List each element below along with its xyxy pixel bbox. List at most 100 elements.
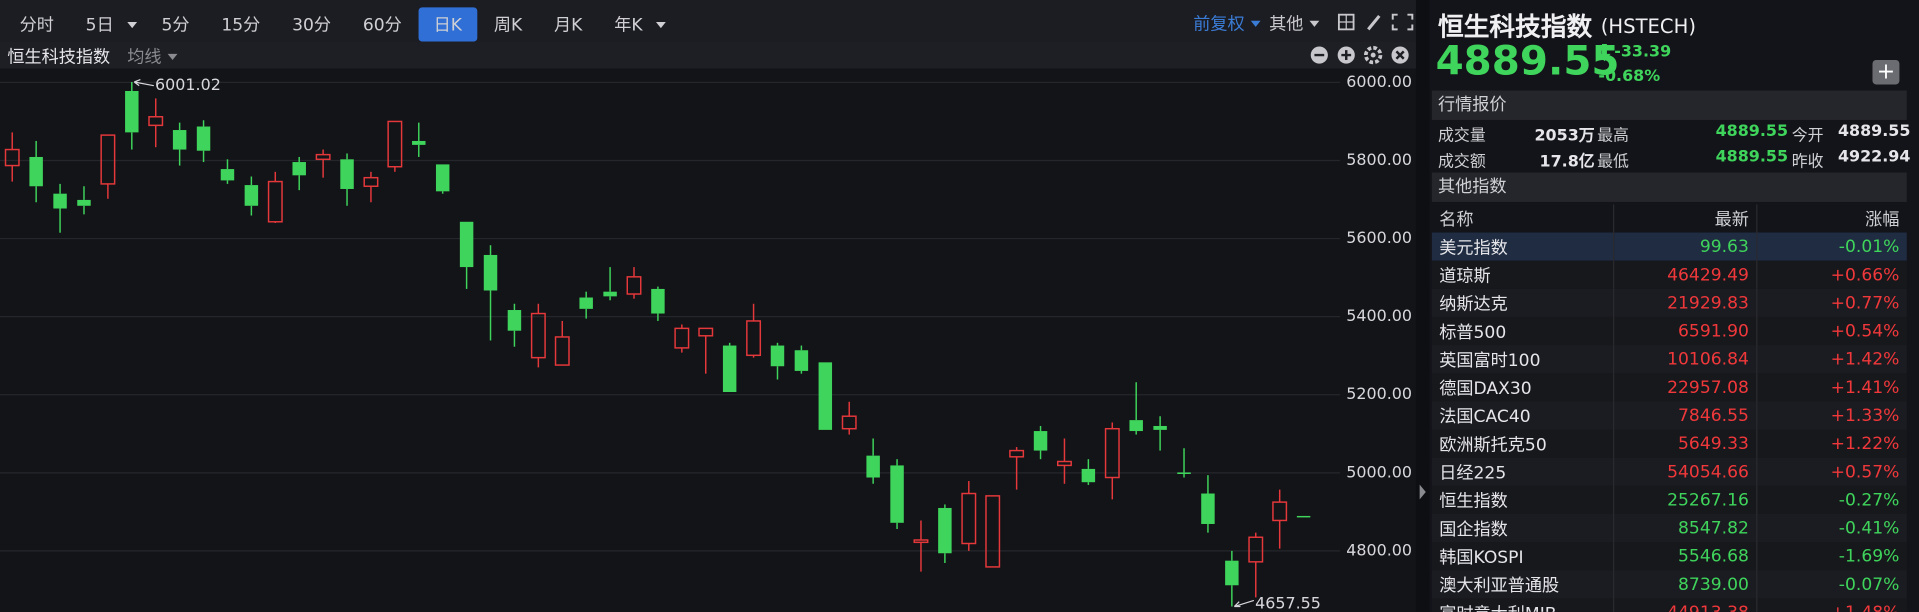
tool-icons (1337, 13, 1414, 31)
index-row[interactable]: 欧洲斯托克50 5649.33 +1.22% (1431, 429, 1907, 458)
candle-body (29, 156, 43, 187)
index-name: 英国富时100 (1431, 345, 1615, 374)
down-arrow (1598, 44, 1611, 62)
zoom-in[interactable] (1337, 46, 1355, 64)
index-row[interactable]: 恒生指数 25267.16 -0.27% (1431, 485, 1907, 515)
y-tick-label: 5600.00 (1346, 228, 1412, 247)
indicator-dropdown[interactable]: 均线 (127, 44, 178, 68)
period-label: 月K (554, 15, 583, 36)
fullscreen-icon[interactable] (1391, 13, 1414, 31)
index-row[interactable]: 富时意大利MIB44913.38+1.48% (1431, 598, 1907, 612)
stat-label: 今开 (1791, 127, 1824, 146)
period-label: 5分 (161, 15, 190, 36)
candle-body (53, 193, 67, 209)
candle-body (1033, 431, 1048, 451)
index-last: 44913.38 (1613, 598, 1758, 612)
index-name: 标普500 (1431, 316, 1615, 346)
candle-body (938, 507, 952, 554)
index-code: (HSTECH) (1600, 14, 1696, 38)
period-tab[interactable]: 分时 (5, 7, 69, 41)
chart-name: 恒生科技指数 (7, 47, 111, 68)
index-row[interactable]: 纳斯达克 21929.83 +0.77% (1431, 288, 1907, 317)
index-name: 欧洲斯托克50 (1431, 429, 1615, 458)
low-label: 4657.55 (1255, 594, 1321, 612)
adjust-label: 前复权 (1193, 14, 1245, 35)
index-row[interactable]: 美元指数 99.63 -0.01% (1431, 232, 1907, 261)
period-tab[interactable]: 周K (479, 7, 537, 41)
index-row[interactable]: 日经225 54054.66 +0.57% (1431, 457, 1907, 486)
candle-body (459, 221, 474, 268)
candle-body (77, 199, 91, 206)
period-label: 年K (614, 15, 643, 36)
index-row[interactable]: 标普500 6591.90 +0.54% (1431, 316, 1907, 346)
period-tab[interactable]: 15分 (207, 7, 275, 41)
candle-body (1129, 420, 1143, 432)
candle-body (770, 345, 785, 367)
period-tab[interactable]: 5分 (147, 7, 204, 41)
y-tick-label: 5000.00 (1346, 462, 1412, 481)
candle-body (554, 336, 570, 366)
index-row[interactable]: 法国CAC40 7846.55 +1.33% (1431, 401, 1907, 430)
index-change: +1.41% (1830, 377, 1900, 398)
index-change: +0.77% (1830, 293, 1900, 313)
index-row[interactable]: 英国富时100 10106.84 +1.42% (1431, 345, 1907, 374)
period-tab[interactable]: 年K (600, 7, 674, 41)
zoom-out[interactable] (1310, 46, 1328, 64)
candle-body (1225, 560, 1239, 586)
stat-label: 最高 (1597, 127, 1629, 146)
period-tab[interactable]: 月K (539, 7, 597, 41)
candle-body (794, 350, 809, 371)
candle-body (890, 465, 904, 523)
candle-body (315, 153, 331, 161)
other-dropdown[interactable]: 其他 (1269, 11, 1320, 35)
stat-label: 最低 (1597, 152, 1629, 172)
candle-body (267, 180, 283, 223)
toolbar: 分时 5日 5分 15分 30分 60分 日K 周K 月K 年K 前复权 其他 (0, 0, 1416, 42)
draw-icon[interactable] (1367, 14, 1381, 31)
period-tab[interactable]: 60分 (348, 7, 416, 41)
candle-body (387, 120, 403, 168)
index-last: 6591.90 (1613, 316, 1758, 346)
candle-body (148, 116, 164, 127)
index-name: 国企指数 (1431, 514, 1615, 543)
close-chart[interactable] (1391, 46, 1409, 64)
indices-table: 名称 最新 涨幅 美元指数 99.63 -0.01% 道琼斯 46429.49 +0.66% 纳斯… (1431, 204, 1907, 612)
index-change: -0.01% (1838, 236, 1900, 257)
candle-body (1153, 425, 1167, 430)
caret-icon (656, 21, 666, 28)
splitter-icon (1419, 484, 1426, 500)
index-last: 54054.66 (1613, 457, 1758, 486)
index-name: 纳斯达克 (1431, 288, 1615, 317)
y-tick-label: 4800.00 (1346, 540, 1412, 559)
index-name: 韩国KOSPI (1431, 542, 1615, 571)
other-label: 其他 (1269, 14, 1304, 35)
candle-body (985, 495, 1001, 568)
period-tab[interactable]: 5日 (71, 7, 144, 41)
index-last: 22957.08 (1613, 373, 1758, 402)
y-tick-label: 5800.00 (1346, 150, 1412, 169)
adjust-dropdown[interactable]: 前复权 (1193, 11, 1261, 35)
column-header: 名称 (1431, 204, 1615, 233)
index-row[interactable]: 道琼斯 46429.49 +0.66% (1431, 260, 1907, 289)
splitter[interactable] (1415, 0, 1430, 612)
price-change-pct: -0.68% (1598, 67, 1661, 86)
period-label: 分时 (19, 15, 54, 36)
index-row[interactable]: 德国DAX30 22957.08 +1.41% (1431, 373, 1907, 402)
index-row[interactable]: 国企指数 8547.82 -0.41% (1431, 514, 1907, 543)
chart-header: 恒生科技指数 均线 (0, 41, 1416, 69)
index-row[interactable]: 韩国KOSPI 5546.68 -1.69% (1431, 542, 1907, 571)
layout-icon[interactable] (1337, 13, 1355, 31)
candle-body (100, 134, 116, 185)
candle-body (1201, 493, 1215, 524)
period-tab[interactable]: 日K (418, 7, 477, 42)
candle-body (579, 297, 593, 309)
add-button[interactable]: + (1872, 60, 1900, 85)
y-tick-label: 6000.00 (1346, 72, 1412, 91)
stat-value: 17.8亿 (1539, 152, 1595, 172)
index-name: 美元指数 (1431, 232, 1615, 261)
index-row[interactable]: 澳大利亚普通股 8739.00 -0.07% (1431, 570, 1907, 599)
settings[interactable] (1363, 45, 1383, 65)
period-tab[interactable]: 30分 (277, 7, 345, 41)
period-label: 60分 (362, 15, 402, 36)
candle-body (125, 90, 139, 133)
